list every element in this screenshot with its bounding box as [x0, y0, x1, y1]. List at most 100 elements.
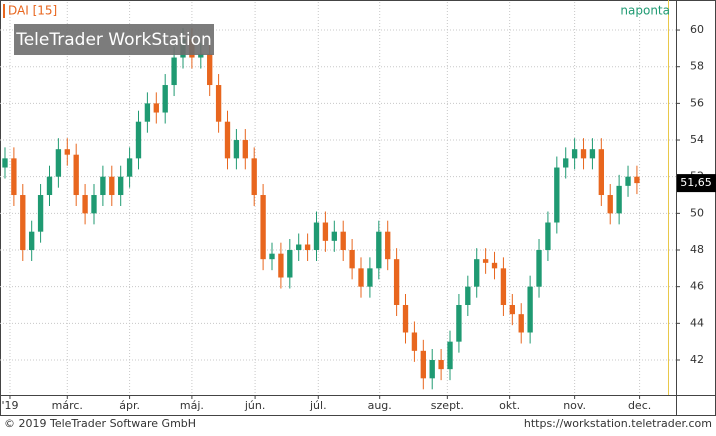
- x-tick-label: '19: [1, 399, 18, 412]
- candle-body: [563, 158, 569, 168]
- candle-body: [536, 250, 542, 287]
- candle-body: [37, 195, 44, 232]
- candle-body: [598, 149, 604, 196]
- candle-body: [393, 259, 400, 305]
- candle-body: [242, 140, 248, 159]
- candle-body: [109, 176, 115, 196]
- candle-body: [411, 332, 418, 351]
- y-tick-label: 50: [690, 206, 704, 219]
- candle-body: [135, 121, 142, 159]
- candle-body: [322, 222, 329, 241]
- candle-body: [20, 195, 26, 251]
- candle-body: [64, 149, 70, 155]
- y-tick-label: 42: [690, 353, 704, 366]
- candle-body: [482, 259, 489, 263]
- logo: TeleTrader WorkStation: [15, 30, 212, 50]
- y-tick-label: 46: [690, 280, 704, 293]
- candle-body: [55, 149, 62, 177]
- candle-body: [296, 244, 302, 251]
- candle-body: [287, 250, 293, 278]
- candle-body: [402, 304, 409, 333]
- candle-body: [46, 176, 53, 196]
- candle-body: [491, 262, 498, 269]
- candle-body: [224, 121, 231, 159]
- candle-body: [260, 195, 266, 260]
- candle-body: [527, 286, 533, 333]
- candle-body: [11, 158, 17, 196]
- candle-body: [153, 103, 159, 113]
- candle-body: [589, 149, 596, 159]
- candle-body: [438, 359, 444, 370]
- title-marker: [3, 4, 5, 18]
- candle-body: [304, 244, 311, 251]
- logo-box: [14, 24, 214, 55]
- x-tick-label: márc.: [52, 399, 83, 412]
- footer-left: © 2019 TeleTrader Software GmbH: [4, 417, 196, 430]
- candle-body: [118, 176, 124, 196]
- y-tick-label: 44: [690, 316, 704, 329]
- candle-body: [616, 185, 622, 214]
- candle-body: [376, 231, 382, 269]
- x-tick-label: nov.: [563, 399, 586, 412]
- candle-body: [126, 158, 133, 177]
- candle-body: [2, 158, 8, 168]
- candle-body: [518, 314, 524, 333]
- candle-body: [269, 253, 275, 260]
- candle-body: [331, 231, 337, 241]
- x-tick-label: szept.: [431, 399, 464, 412]
- candle-body: [29, 231, 35, 251]
- candle-body: [198, 53, 204, 58]
- candle-body: [340, 231, 346, 251]
- candle-body: [82, 195, 88, 214]
- candle-body: [349, 250, 355, 269]
- candle-body: [385, 231, 391, 260]
- candle-body: [162, 85, 168, 113]
- x-tick-label: ápr.: [119, 399, 140, 412]
- candle-body: [251, 158, 257, 196]
- y-tick-label: 58: [690, 60, 704, 73]
- candle-body: [367, 268, 373, 287]
- candle-body: [207, 53, 213, 86]
- candle-body: [447, 341, 453, 370]
- candle-body: [358, 268, 364, 287]
- candle-body: [144, 103, 151, 122]
- last-price-box: [677, 174, 716, 193]
- candle-body: [545, 222, 551, 251]
- candle-body: [465, 286, 471, 305]
- candle-body: [100, 176, 106, 196]
- y-tick-label: 54: [690, 133, 704, 146]
- x-tick-label: jún.: [244, 399, 266, 412]
- interval: naponta: [620, 4, 670, 18]
- candle-body: [474, 259, 480, 287]
- candle-body: [91, 195, 97, 214]
- y-tick-label: 60: [690, 23, 704, 36]
- candle-body: [313, 222, 320, 251]
- y-tick-label: 56: [690, 96, 704, 109]
- candle-body: [278, 253, 284, 278]
- x-tick-label: máj.: [180, 399, 204, 412]
- frame: [0, 0, 716, 416]
- footer-right: https://workstation.teletrader.com: [524, 417, 712, 430]
- candle-body: [509, 304, 515, 315]
- candle-body: [233, 140, 240, 159]
- x-tick-label: aug.: [368, 399, 392, 412]
- candle-body: [73, 154, 79, 196]
- candle-body: [607, 195, 613, 214]
- candle-body: [500, 268, 507, 305]
- y-tick-label: 48: [690, 243, 704, 256]
- candle-body: [456, 304, 462, 342]
- candle-body: [215, 85, 222, 122]
- candle-body: [634, 176, 640, 184]
- title: DAI [15]: [8, 4, 57, 18]
- candle-body: [554, 167, 560, 223]
- candle-body: [571, 149, 578, 159]
- candle-body: [420, 350, 426, 379]
- x-tick-label: júl.: [309, 399, 327, 412]
- x-tick-label: dec.: [628, 399, 651, 412]
- candle-body: [429, 359, 435, 379]
- candle-body: [580, 149, 587, 159]
- x-tick-label: okt.: [499, 399, 520, 412]
- candle-body: [625, 176, 631, 186]
- last-price-label: 51,65: [680, 176, 712, 189]
